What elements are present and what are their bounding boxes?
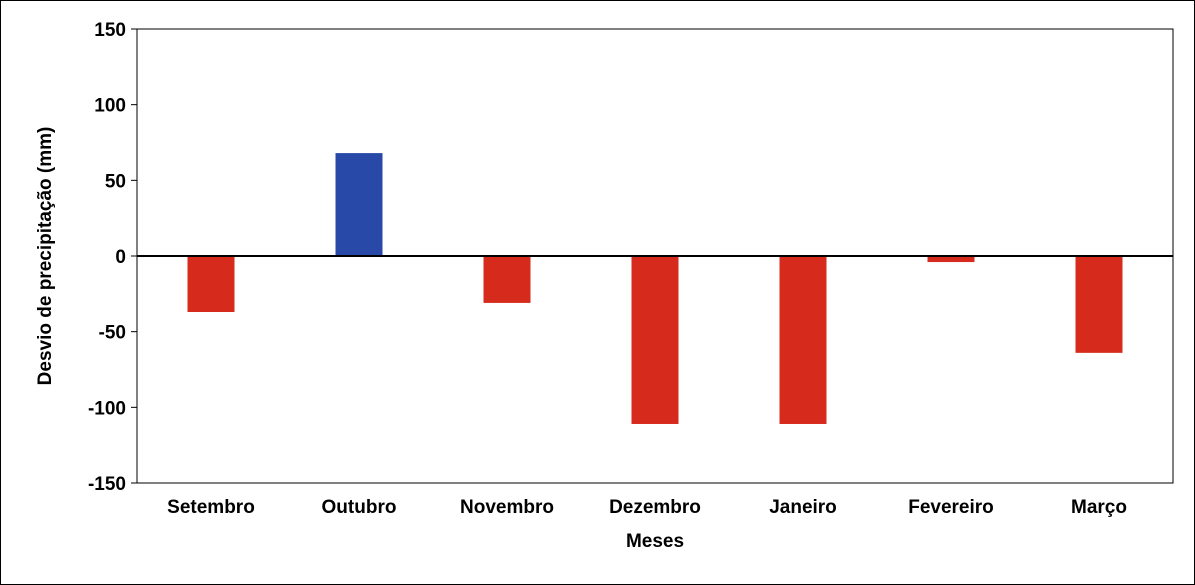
x-tick-label: Março xyxy=(1071,497,1127,518)
x-tick-label: Outubro xyxy=(322,497,397,518)
bar-outubro xyxy=(335,153,383,256)
x-tick-label: Dezembro xyxy=(609,497,701,518)
bar-setembro xyxy=(187,256,235,312)
y-tick-label: -150 xyxy=(88,474,126,495)
y-axis-title: Desvio de precipitação (mm) xyxy=(35,127,56,386)
x-tick-label: Novembro xyxy=(460,497,554,518)
y-tick-label: 50 xyxy=(105,171,126,192)
y-tick-label: -50 xyxy=(99,323,126,344)
bars xyxy=(187,153,1123,424)
y-tick-label: 150 xyxy=(94,20,126,41)
y-tick-label: 0 xyxy=(115,247,126,268)
bar-novembro xyxy=(483,256,531,303)
x-tick-label: Fevereiro xyxy=(908,497,994,518)
bar-dezembro xyxy=(631,256,679,424)
x-tick-label: Janeiro xyxy=(769,497,837,518)
y-tick-label: 100 xyxy=(94,96,126,117)
y-axis-ticks: -150 -100 -50 0 50 100 150 xyxy=(88,20,137,495)
x-tick-label: Setembro xyxy=(167,497,255,518)
bar-janeiro xyxy=(779,256,827,424)
bar-março xyxy=(1075,256,1123,353)
y-tick-label: -100 xyxy=(88,398,126,419)
bar-fevereiro xyxy=(927,256,975,263)
x-axis-ticks: Setembro Outubro Novembro Dezembro Janeiro Fe… xyxy=(167,497,1127,518)
x-axis-title: Meses xyxy=(626,531,684,552)
